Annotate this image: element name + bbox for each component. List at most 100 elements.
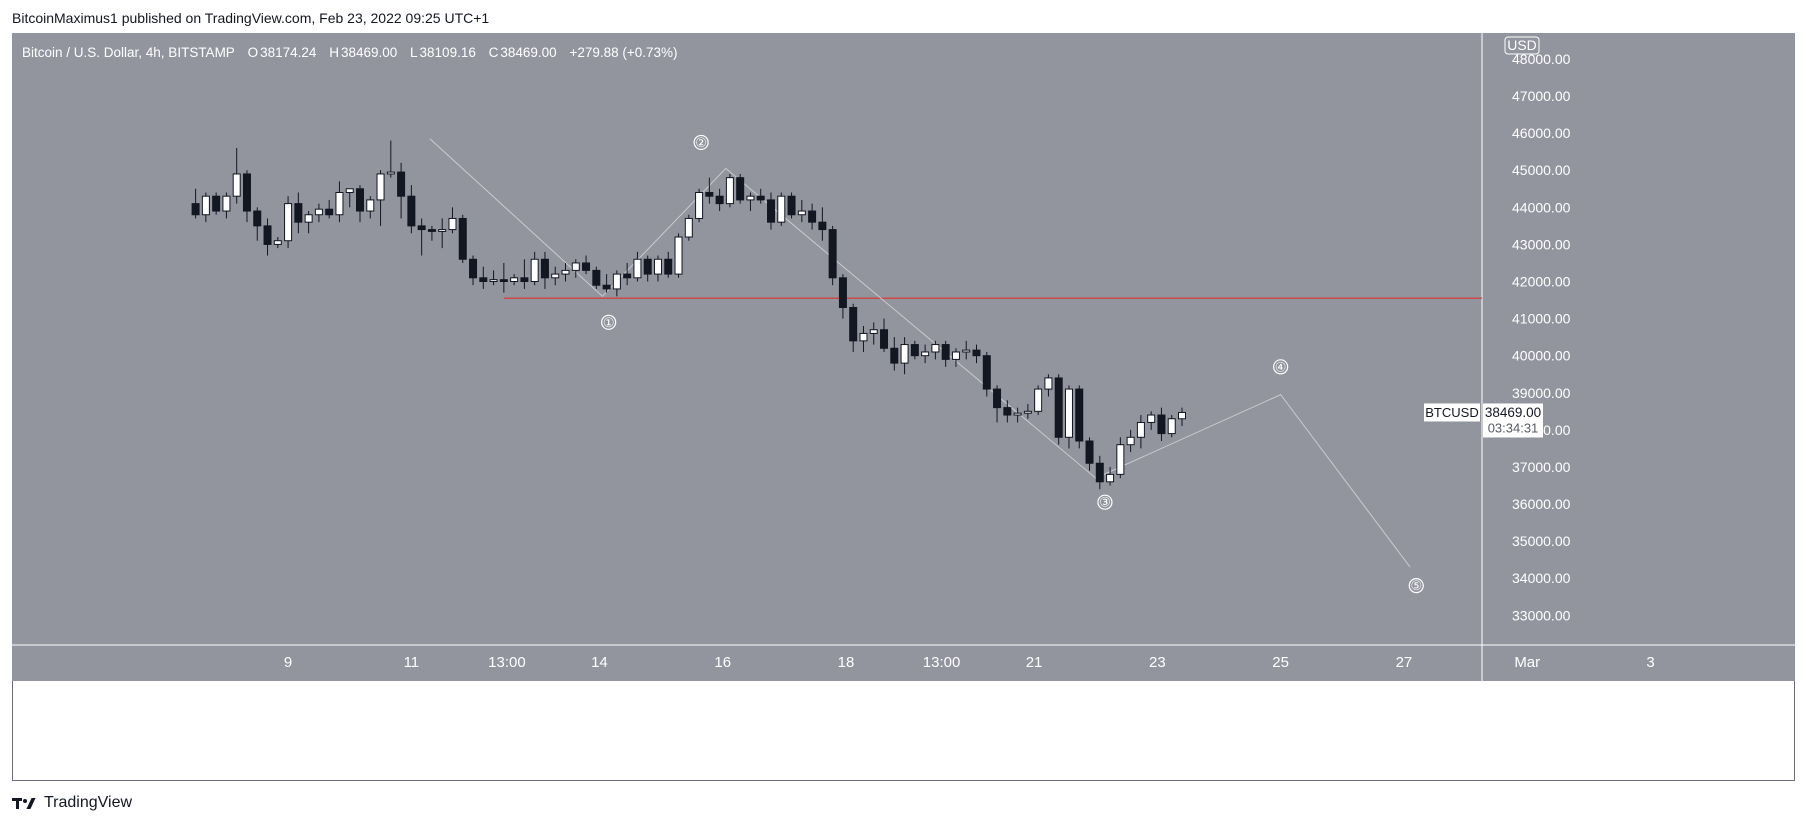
candle[interactable] — [787, 192, 796, 219]
candle[interactable] — [294, 192, 303, 234]
candle[interactable] — [725, 173, 734, 208]
candle[interactable] — [962, 340, 971, 360]
candle[interactable] — [284, 196, 293, 249]
candle[interactable] — [715, 188, 724, 212]
candle[interactable] — [705, 177, 714, 204]
candle[interactable] — [427, 225, 436, 241]
candle[interactable] — [653, 255, 662, 282]
publisher-name[interactable]: BitcoinMaximus1 — [12, 10, 118, 26]
candle[interactable] — [643, 255, 652, 282]
candle[interactable] — [736, 173, 745, 204]
candle[interactable] — [674, 233, 683, 278]
candle[interactable] — [993, 385, 1002, 423]
candle[interactable] — [212, 192, 221, 215]
candle[interactable] — [335, 181, 344, 223]
wave-label[interactable]: ③ — [1097, 494, 1113, 510]
candle[interactable] — [849, 303, 858, 352]
candle[interactable] — [222, 192, 231, 219]
candle[interactable] — [314, 203, 323, 223]
candle[interactable] — [469, 255, 478, 286]
candle[interactable] — [931, 340, 940, 360]
candle[interactable] — [612, 270, 621, 297]
candle[interactable] — [345, 188, 354, 208]
candle[interactable] — [232, 147, 241, 204]
candle[interactable] — [941, 340, 950, 367]
footer-brand[interactable]: TradingView — [12, 794, 132, 812]
candle[interactable] — [438, 218, 447, 249]
candle[interactable] — [530, 251, 539, 286]
time-scale[interactable] — [12, 645, 1482, 681]
candle[interactable] — [602, 274, 611, 293]
candle[interactable] — [900, 337, 909, 375]
candle[interactable] — [633, 251, 642, 282]
candle[interactable] — [499, 262, 508, 293]
wave-label[interactable]: ② — [693, 134, 709, 151]
candle[interactable] — [1157, 407, 1166, 441]
candle[interactable] — [325, 199, 334, 219]
candle[interactable] — [838, 274, 847, 319]
candle[interactable] — [304, 211, 313, 234]
candle[interactable] — [921, 344, 930, 364]
candle[interactable] — [263, 218, 272, 256]
candle[interactable] — [1075, 385, 1084, 449]
candle[interactable] — [571, 259, 580, 278]
candle[interactable] — [1178, 407, 1186, 427]
candle[interactable] — [818, 207, 827, 241]
symbol-title[interactable]: Bitcoin / U.S. Dollar, 4h, BITSTAMP — [22, 45, 235, 60]
candle[interactable] — [859, 326, 868, 352]
candle[interactable] — [972, 344, 981, 364]
candle[interactable] — [1116, 437, 1125, 479]
candle[interactable] — [582, 255, 591, 275]
candle[interactable] — [510, 274, 519, 286]
candle[interactable] — [808, 203, 817, 230]
price-chart[interactable]: 33000.00 34000.00 35000.00 36000.00 37000.00… — [12, 33, 1795, 781]
candle[interactable] — [910, 340, 919, 360]
candle[interactable] — [561, 262, 570, 282]
candle[interactable] — [273, 237, 282, 249]
price-scale[interactable] — [1482, 33, 1795, 645]
candle[interactable] — [356, 185, 364, 223]
candle[interactable] — [767, 192, 775, 230]
candle[interactable] — [1023, 403, 1032, 419]
candle[interactable] — [1054, 374, 1063, 445]
candle[interactable] — [1044, 374, 1053, 397]
wave-label[interactable]: ⑤ — [1408, 578, 1424, 594]
candle[interactable] — [458, 214, 467, 263]
candle[interactable] — [746, 192, 755, 212]
candle[interactable] — [201, 192, 210, 223]
currency-badge[interactable]: USD — [1504, 36, 1540, 55]
candle[interactable] — [1034, 385, 1043, 416]
candle[interactable] — [1147, 411, 1156, 430]
wave-label[interactable]: ④ — [1273, 359, 1289, 375]
candle[interactable] — [684, 214, 693, 241]
candle[interactable] — [417, 218, 426, 256]
candle[interactable] — [592, 266, 601, 289]
candle[interactable] — [1136, 415, 1145, 449]
candle[interactable] — [1085, 437, 1094, 471]
candle[interactable] — [1003, 400, 1012, 423]
candle[interactable] — [695, 188, 704, 223]
candle[interactable] — [880, 318, 889, 352]
candle[interactable] — [191, 188, 200, 219]
plot-area[interactable] — [12, 33, 1482, 645]
candle[interactable] — [1126, 429, 1135, 453]
candle[interactable] — [828, 225, 837, 286]
candle[interactable] — [890, 337, 899, 371]
candle[interactable] — [407, 185, 416, 234]
candle[interactable] — [489, 270, 498, 286]
candle[interactable] — [1013, 407, 1022, 423]
wave-label[interactable]: ① — [601, 314, 617, 330]
candle[interactable] — [520, 259, 529, 289]
candle[interactable] — [242, 170, 251, 223]
candle[interactable] — [551, 266, 560, 286]
candle[interactable] — [540, 251, 549, 289]
candle[interactable] — [376, 170, 385, 226]
candle[interactable] — [869, 322, 878, 345]
candle[interactable] — [951, 348, 960, 367]
candle[interactable] — [1095, 455, 1104, 490]
candle[interactable] — [397, 162, 406, 219]
candle[interactable] — [448, 207, 457, 234]
candle[interactable] — [664, 251, 673, 278]
candle[interactable] — [253, 207, 262, 241]
candle[interactable] — [366, 196, 375, 219]
